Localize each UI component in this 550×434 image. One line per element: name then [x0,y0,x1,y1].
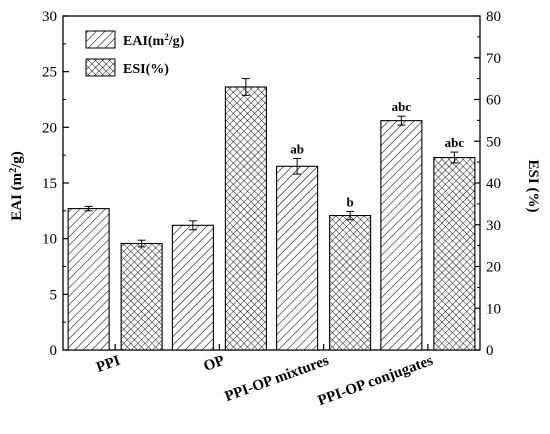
y-left-axis-title: EAI (m2/g) [8,151,26,221]
y-right-axis-title: ESI (%) [525,160,541,213]
y-right-tick-label: 20 [486,260,501,276]
esi-bar [433,156,476,351]
y-right-tick-label: 0 [486,343,494,359]
esi-bar [224,86,267,351]
legend-label-eai: EAI(m2/g) [123,32,185,49]
x-category-label: PPI-OP mixtures [223,353,331,405]
y-left-tick-label: 25 [42,65,57,81]
y-right-tick-label: 40 [486,176,501,192]
y-right-tick-label: 80 [486,9,501,25]
x-category-label: PPI-OP conjugates [316,353,436,410]
legend-swatch-eai [85,30,116,49]
y-right-tick-label: 10 [486,301,501,317]
esi-significance-label: abc [445,135,465,150]
x-category-label: PPI [94,353,122,376]
eai-significance-label: ab [290,142,304,157]
y-left-tick-label: 0 [50,343,58,359]
y-left-tick-label: 10 [42,232,57,248]
esi-significance-label: b [347,194,354,209]
esi-bar [329,215,372,351]
y-left-tick-label: 20 [42,120,57,136]
eai-bar [380,120,423,351]
y-right-tick-label: 30 [486,218,501,234]
y-right-tick-label: 50 [486,134,501,150]
eai-bar [67,208,110,351]
y-left-tick-label: 30 [42,9,57,25]
legend-swatch-esi [85,58,116,77]
y-left-tick-label: 5 [50,287,58,303]
bar-series: ab b abc abc [67,78,476,351]
y-right-tick-label: 60 [486,93,501,109]
eai-bar [171,224,214,351]
y-left-axis: 0 5 10 15 20 25 30 [42,9,69,359]
legend: EAI(m2/g) ESI(%) [85,30,185,77]
esi-bar [120,242,163,351]
y-right-axis: 0 10 20 30 40 50 60 70 80 [474,9,501,359]
y-left-tick-label: 15 [42,176,57,192]
x-category-label: OP [202,353,227,375]
eai-significance-label: abc [392,99,412,114]
y-right-tick-label: 70 [486,51,501,67]
legend-label-esi: ESI(%) [123,62,169,77]
eai-bar [276,165,319,351]
